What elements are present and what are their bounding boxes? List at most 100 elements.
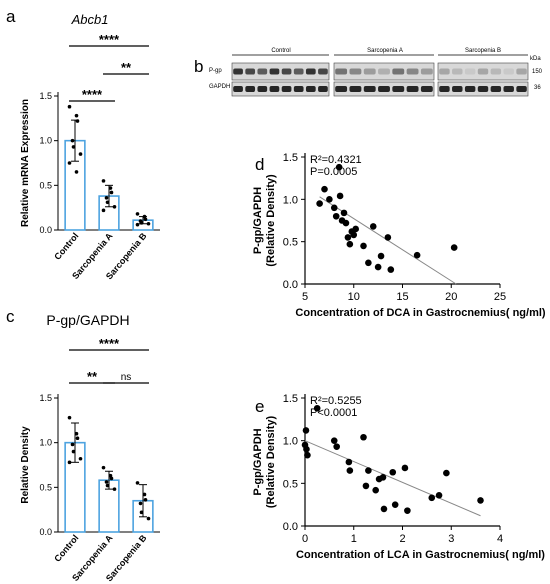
- data-point: [109, 190, 114, 195]
- x-tick-label: 3: [448, 533, 454, 545]
- data-point: [330, 437, 338, 444]
- data-point: [346, 240, 354, 248]
- blot-band: [503, 86, 514, 92]
- data-point: [142, 492, 147, 497]
- data-point: [428, 494, 436, 502]
- data-point: [108, 186, 113, 190]
- data-point: [369, 223, 377, 230]
- x-tick-label: 15: [396, 291, 408, 303]
- data-point: [112, 487, 117, 491]
- data-point: [443, 469, 450, 477]
- data-point: [333, 443, 340, 450]
- blot-band: [392, 86, 405, 92]
- chart-a-title: Abcb1: [71, 12, 109, 27]
- blot-band: [349, 68, 362, 75]
- blot-size-36: 36: [534, 85, 541, 91]
- data-point: [75, 436, 80, 441]
- data-point: [389, 468, 397, 476]
- data-point: [304, 451, 311, 459]
- blot-band: [335, 68, 348, 75]
- y-tick-label: 0.5: [283, 478, 298, 490]
- data-point: [313, 404, 321, 412]
- data-point: [344, 234, 352, 241]
- data-point: [74, 170, 79, 174]
- data-point: [75, 119, 80, 123]
- blot-band: [233, 86, 243, 92]
- data-point: [109, 476, 114, 481]
- data-point: [352, 225, 360, 233]
- x-axis-label: Concentration of LCA in Gastrocnemius( n…: [296, 549, 545, 561]
- data-point: [71, 145, 76, 149]
- data-point: [101, 179, 106, 183]
- x-tick-label: 5: [302, 291, 308, 303]
- y-tick-label: 1.0: [283, 194, 298, 206]
- data-point: [143, 498, 148, 502]
- significance-label: ****: [99, 336, 120, 351]
- y-axis-label-2: (Relative Density): [265, 174, 277, 267]
- blot-row-gapdh: GAPDH: [209, 84, 230, 90]
- blot-band: [335, 86, 348, 92]
- blot-band: [378, 68, 390, 75]
- blot-group-control: Control: [271, 48, 290, 54]
- data-point: [135, 222, 140, 227]
- blot-band: [281, 86, 292, 92]
- x-axis-label: Concentration of DCA in Gastrocnemius( n…: [295, 307, 545, 319]
- blot-band: [257, 68, 268, 75]
- blot-band: [293, 86, 304, 92]
- data-point: [135, 212, 140, 216]
- data-point: [74, 431, 79, 436]
- blot-band: [363, 86, 376, 92]
- blot-band: [464, 68, 476, 75]
- x-tick-label: 4: [497, 533, 503, 545]
- y-tick-label: 1.5: [39, 91, 52, 101]
- y-tick-label: 0.0: [39, 527, 52, 537]
- y-axis-label: P-gp/GAPDH: [252, 187, 264, 254]
- y-tick-label: 0.5: [39, 180, 52, 190]
- data-point: [365, 259, 372, 267]
- blot-group-sarcopenia-a: Sarcopenia A: [367, 48, 403, 54]
- blot-band: [420, 86, 433, 92]
- data-point: [401, 464, 409, 472]
- data-point: [139, 221, 144, 225]
- data-point: [360, 433, 367, 441]
- data-point: [78, 152, 83, 156]
- data-point: [303, 445, 310, 453]
- blot-band: [490, 86, 502, 92]
- data-point: [71, 449, 76, 454]
- data-point: [146, 516, 151, 521]
- panel-letter-b: b: [194, 57, 203, 76]
- significance-label: ns: [121, 372, 132, 383]
- blot-band: [503, 68, 514, 75]
- blot-band: [257, 86, 268, 92]
- stat-p: P<0.0001: [310, 407, 357, 419]
- blot-band: [245, 68, 256, 75]
- blot-band: [406, 68, 419, 75]
- data-point: [346, 467, 354, 474]
- data-point: [384, 234, 392, 241]
- data-point: [101, 465, 106, 470]
- western-blot: [231, 54, 529, 97]
- y-tick-label: 1.0: [39, 136, 52, 146]
- data-point: [78, 456, 83, 461]
- data-point: [67, 460, 72, 465]
- y-tick-label: 1.5: [283, 393, 298, 405]
- data-point: [143, 217, 148, 222]
- data-point: [67, 415, 72, 420]
- data-point: [391, 501, 399, 508]
- y-tick-label: 0.0: [283, 521, 298, 533]
- data-point: [135, 481, 140, 485]
- data-point: [67, 104, 72, 109]
- category-label: Control: [52, 231, 80, 262]
- data-point: [450, 244, 458, 251]
- y-tick-label: 1.0: [39, 438, 52, 448]
- x-tick-label: 10: [348, 291, 360, 303]
- blot-band: [378, 86, 390, 92]
- panel-letter-a: a: [6, 7, 16, 26]
- blot-band: [392, 68, 405, 75]
- data-point: [345, 458, 353, 466]
- x-tick-label: 1: [351, 533, 357, 545]
- x-tick-label: 20: [445, 291, 457, 303]
- significance-label: **: [87, 369, 98, 384]
- data-point: [360, 242, 367, 250]
